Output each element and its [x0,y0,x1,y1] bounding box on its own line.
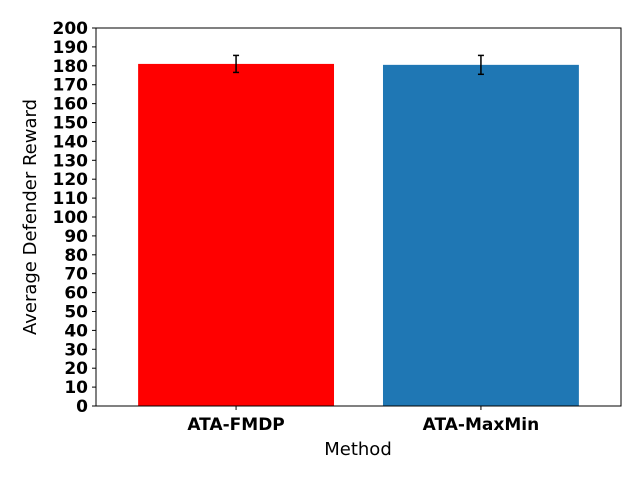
bars-group [138,63,579,406]
y-tick-label: 160 [53,95,89,115]
bar-ata-fmdp [138,63,335,406]
y-tick-label: 130 [53,151,89,171]
y-tick-label: 190 [53,38,89,58]
y-tick-label: 30 [64,340,88,360]
y-tick-label: 70 [64,265,88,285]
y-tick-label: 110 [53,189,89,209]
x-tick-label: ATA-MaxMin [423,415,540,435]
y-tick-label: 50 [64,303,88,323]
y-axis-label: Average Defender Reward [20,99,41,335]
bar-ata-maxmin [382,64,579,406]
error-bars-group [233,54,484,76]
y-tick-label: 150 [53,114,89,134]
y-tick-label: 80 [64,246,88,266]
y-tick-label: 200 [53,19,89,39]
y-tick-label: 120 [53,170,89,190]
y-tick-label: 20 [64,359,88,379]
y-tick-label: 90 [64,227,88,247]
y-axis-ticks: 0102030405060708090100110120130140150160… [53,19,96,417]
x-axis-label: Method [324,439,392,460]
y-tick-label: 0 [76,397,88,417]
y-tick-label: 140 [53,132,89,152]
y-tick-label: 170 [53,76,89,96]
y-tick-label: 60 [64,284,88,304]
error-bar-ata-maxmin [477,54,484,76]
x-axis-ticks: ATA-FMDP ATA-MaxMin [187,406,539,435]
y-tick-label: 40 [64,321,88,341]
y-tick-label: 100 [53,208,89,228]
x-tick-label: ATA-FMDP [187,415,284,435]
y-tick-label: 180 [53,57,89,77]
y-tick-label: 10 [64,378,88,398]
error-bar-ata-fmdp [233,54,240,74]
